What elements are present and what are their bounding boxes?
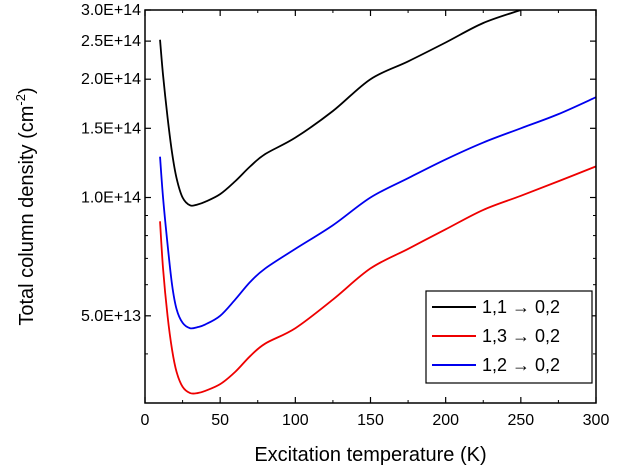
y-tick-label: 2.5E+14 bbox=[81, 33, 141, 50]
y-tick-label: 3.0E+14 bbox=[81, 2, 141, 19]
series-line-1 bbox=[159, 10, 522, 207]
legend: 1,1 → 0,2 1,3 → 0,2 1,2 → 0,2 bbox=[425, 290, 593, 384]
y-axis-title-suffix: ) bbox=[16, 87, 38, 94]
y-axis-title-main: Total column density (cm bbox=[16, 106, 38, 326]
y-tick-label: 1.0E+14 bbox=[81, 190, 141, 207]
y-tick-label: 1.5E+14 bbox=[81, 120, 141, 137]
legend-label-1: 1,1 → 0,2 bbox=[482, 297, 560, 317]
y-tick-label: 2.0E+14 bbox=[81, 71, 141, 88]
series-line-2 bbox=[159, 165, 596, 395]
x-tick-label: 0 bbox=[141, 412, 150, 429]
x-tick-label: 200 bbox=[432, 412, 459, 429]
y-axis-title: Total column density (cm-2) bbox=[13, 87, 38, 325]
legend-label-2: 1,3 → 0,2 bbox=[482, 326, 560, 346]
y-tick-label: 5.0E+13 bbox=[81, 308, 141, 325]
series-line-3 bbox=[159, 96, 596, 330]
x-tick-label: 300 bbox=[583, 412, 610, 429]
x-tick-label: 100 bbox=[282, 412, 309, 429]
y-axis-title-superscript: -2 bbox=[13, 94, 28, 106]
x-tick-label: 150 bbox=[357, 412, 384, 429]
legend-label-3: 1,2 → 0,2 bbox=[482, 355, 560, 375]
ticks-layer: 0 50 100 150 200 250 300 5.0E+13 1.0E+14 1.5E+14 2… bbox=[81, 2, 610, 429]
x-tick-label: 50 bbox=[211, 412, 229, 429]
series-layer bbox=[159, 10, 596, 395]
x-axis-title: Excitation temperature (K) bbox=[254, 444, 486, 466]
x-tick-label: 250 bbox=[507, 412, 534, 429]
